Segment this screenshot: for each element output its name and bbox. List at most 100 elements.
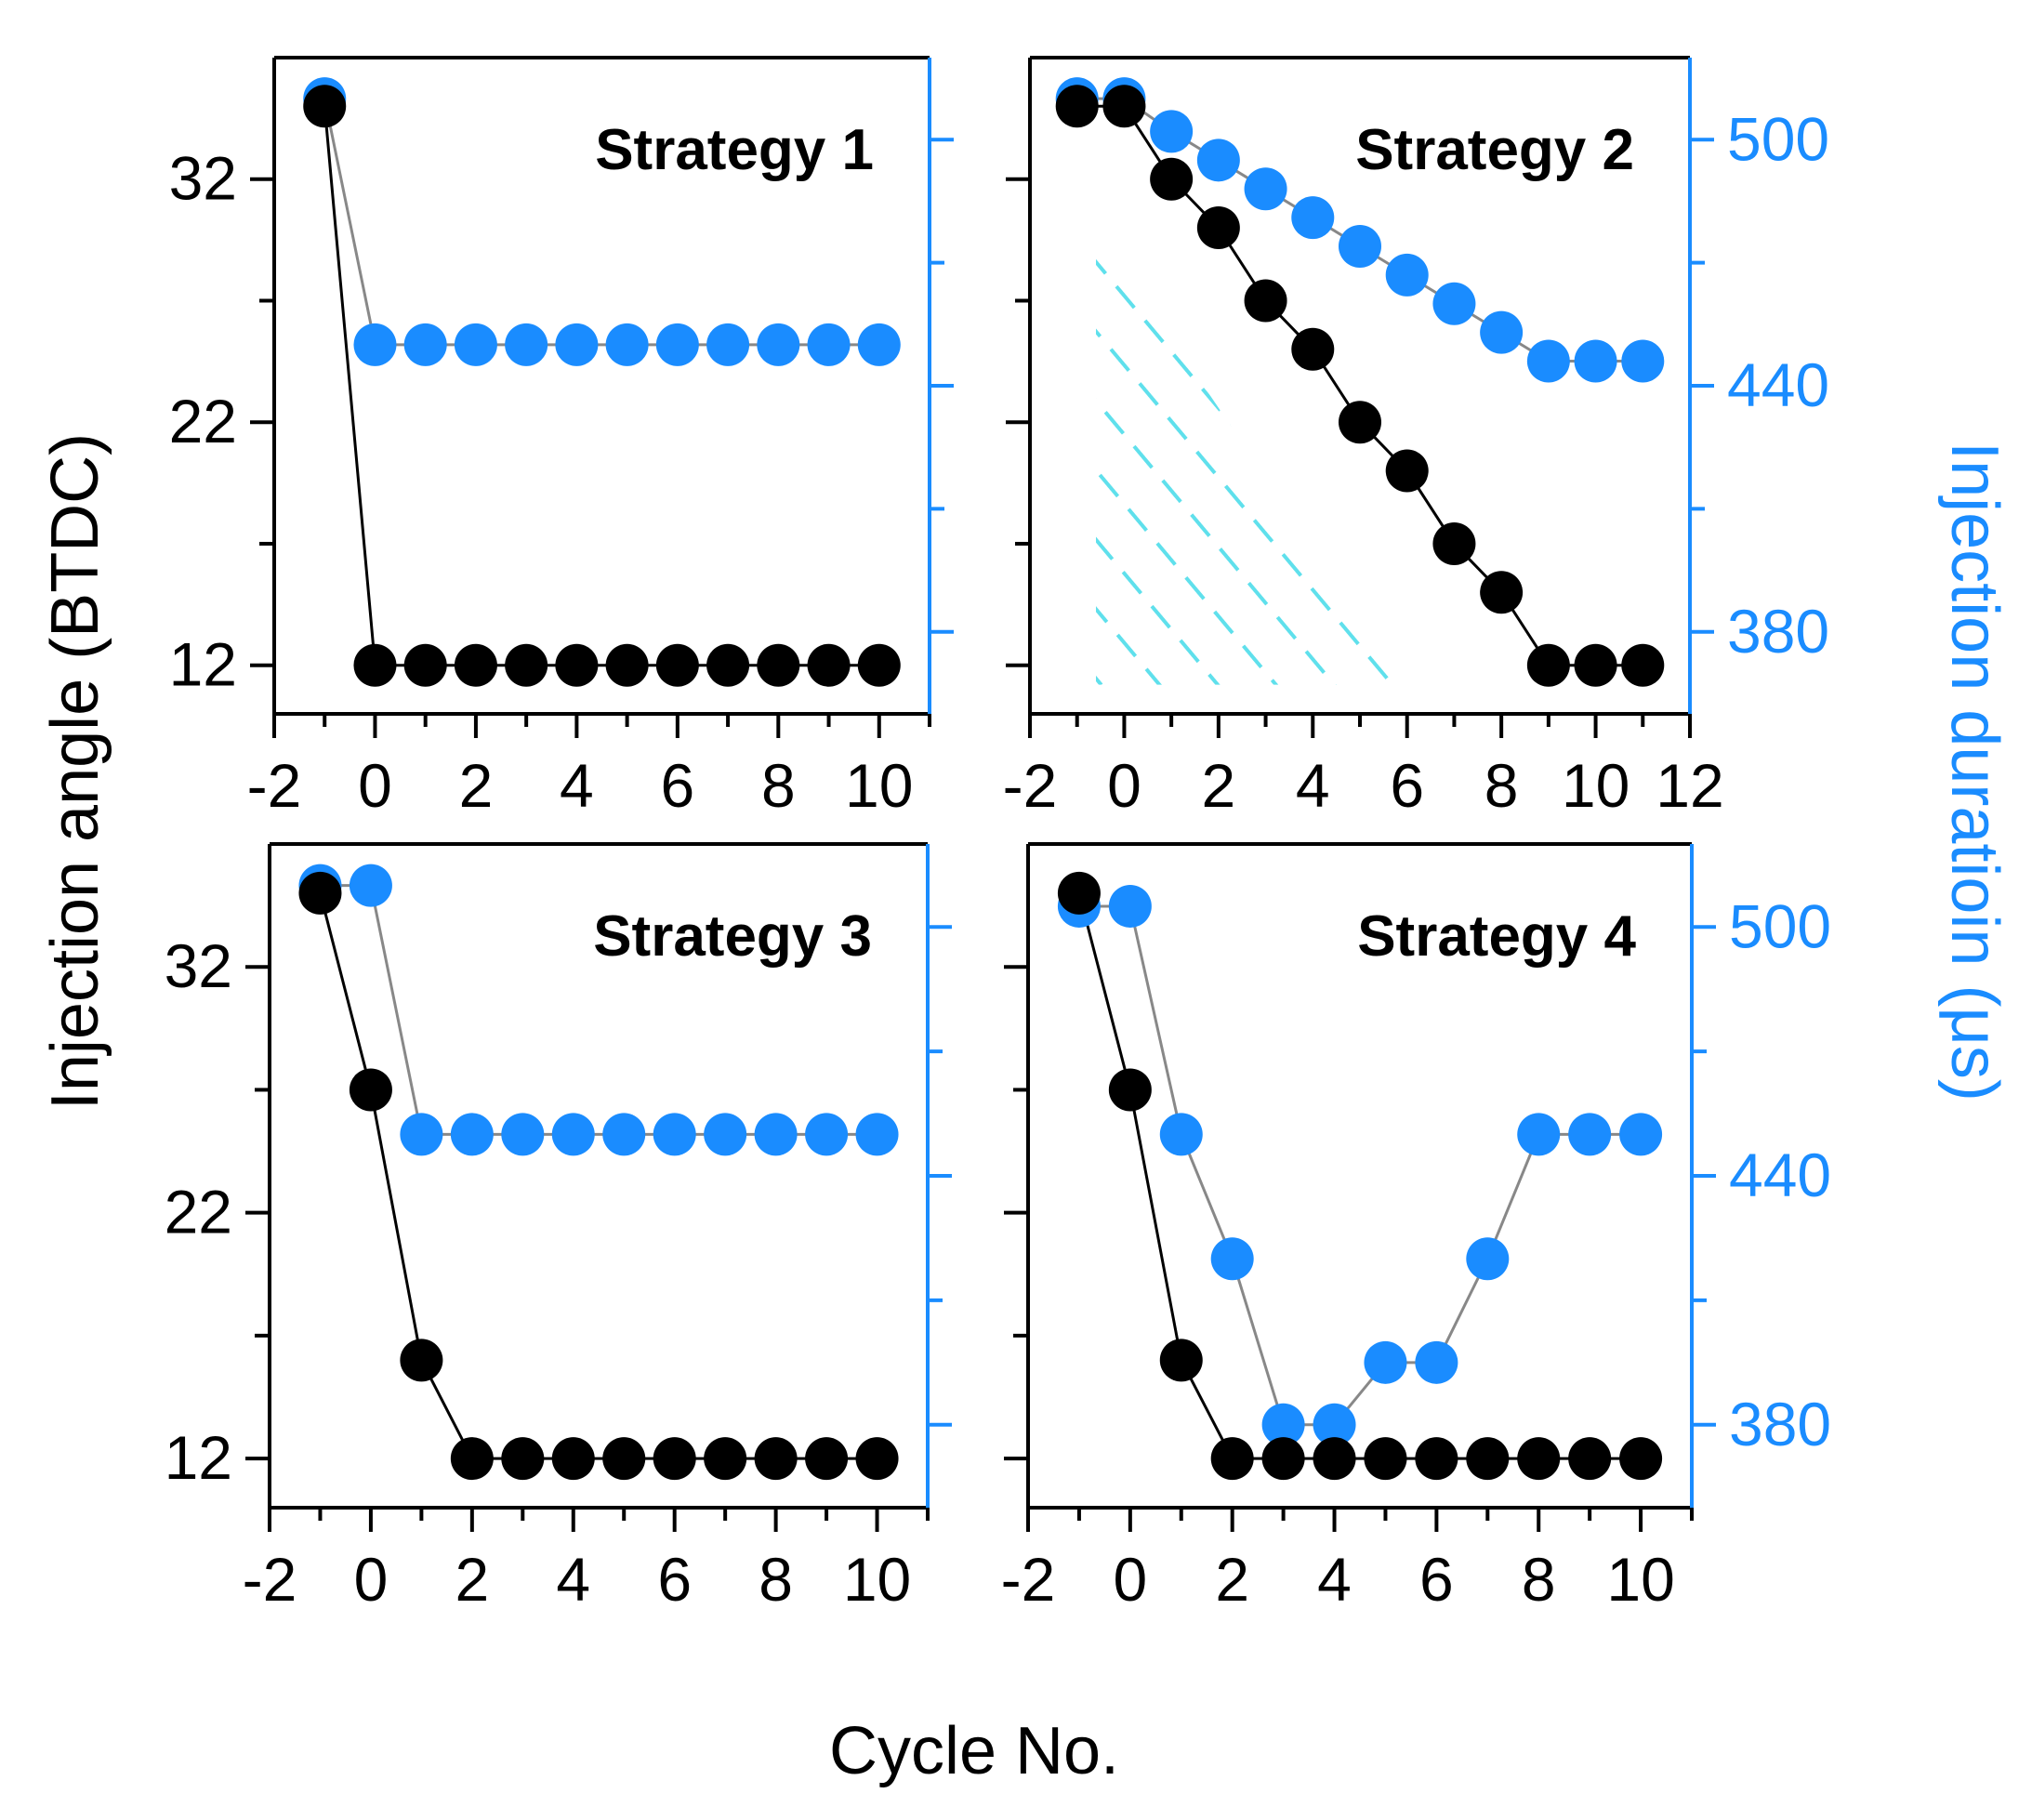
- duration-point: [400, 1113, 443, 1156]
- duration-point: [1619, 1113, 1663, 1156]
- series-line-angle: [1077, 892, 1642, 1460]
- angle-point: [1150, 157, 1194, 201]
- x-tick-label: 4: [556, 1545, 590, 1614]
- x-tick-label: 6: [657, 1545, 692, 1614]
- x-tick-label: 2: [1215, 1545, 1249, 1614]
- angle-point: [754, 1437, 798, 1481]
- duration-point: [1108, 884, 1152, 928]
- angle-point: [1159, 1339, 1203, 1382]
- duration-point: [501, 1113, 545, 1156]
- angle-point: [1261, 1437, 1305, 1481]
- x-tick-label: 0: [1113, 1545, 1147, 1614]
- duration-point: [555, 323, 599, 366]
- y-right-tick-label: 500: [1727, 104, 1829, 173]
- x-tick-label: 10: [845, 751, 913, 820]
- angle-point: [1480, 571, 1524, 614]
- panel-strategy-2: -2 0 2 4 6 8 10 12 380 440 500 Strategy 2: [1003, 56, 1829, 820]
- duration-point: [1339, 224, 1381, 268]
- duration-point: [655, 323, 699, 366]
- y-left-axis-label: Injection angle (BTDC): [38, 433, 112, 1110]
- panel-strategy-4: -2 0 2 4 6 8 10 380 440 500 Strategy 4: [1001, 842, 1831, 1614]
- x-tick-label: 8: [759, 1545, 793, 1614]
- angle-point: [1432, 521, 1476, 565]
- x-tick-label: 4: [560, 751, 594, 820]
- x-tick-label: -2: [247, 751, 302, 820]
- angle-point: [1291, 327, 1335, 371]
- y-right-tick-label: 500: [1729, 891, 1831, 960]
- series-line-angle: [319, 892, 877, 1460]
- duration-point: [1415, 1340, 1458, 1384]
- angle-point: [551, 1437, 595, 1481]
- duration-point: [505, 323, 548, 366]
- angle-point: [1055, 85, 1099, 128]
- duration-point: [1432, 282, 1476, 325]
- panel-title: Strategy 2: [1355, 118, 1634, 182]
- duration-point: [653, 1113, 696, 1156]
- duration-point: [349, 864, 392, 907]
- x-tick-label: 0: [358, 751, 392, 820]
- angle-point: [353, 643, 397, 687]
- x-tick-label: 8: [1484, 751, 1519, 820]
- duration-point: [855, 1113, 899, 1156]
- x-tick-label: 12: [1656, 751, 1723, 820]
- duration-point: [1159, 1113, 1203, 1156]
- y-right-tick-label: 440: [1729, 1141, 1831, 1209]
- y-left-tick-label: 22: [169, 387, 237, 455]
- angle-point: [1415, 1437, 1458, 1481]
- angle-point: [706, 643, 750, 687]
- x-tick-label: 0: [1107, 751, 1141, 820]
- duration-point: [1150, 110, 1194, 153]
- y-right-axis-label: Injection duratioin (μs): [1937, 442, 2012, 1101]
- angle-point: [1621, 643, 1665, 687]
- angle-point: [605, 643, 649, 687]
- x-tick-label: 4: [1317, 1545, 1352, 1614]
- duration-point: [1196, 138, 1240, 182]
- duration-point: [1526, 339, 1570, 383]
- duration-point: [450, 1113, 494, 1156]
- y-right-tick-label: 380: [1727, 597, 1829, 666]
- series-line-angle: [323, 106, 879, 667]
- duration-point: [704, 1113, 747, 1156]
- angle-point: [602, 1437, 646, 1481]
- angle-point: [501, 1437, 545, 1481]
- y-right-tick-label: 380: [1729, 1390, 1831, 1458]
- duration-point: [1291, 196, 1335, 240]
- x-tick-label: 6: [660, 751, 694, 820]
- duration-point: [757, 323, 800, 366]
- x-tick-label: 10: [1606, 1545, 1674, 1614]
- duration-point: [605, 323, 649, 366]
- x-tick-label: 6: [1419, 1545, 1454, 1614]
- duration-point: [1568, 1113, 1612, 1156]
- duration-point: [1313, 1403, 1356, 1446]
- angle-point: [1057, 871, 1101, 915]
- panel-title: Strategy 3: [593, 904, 872, 969]
- x-axis-label: Cycle No.: [829, 1714, 1119, 1788]
- panel-strategy-1: -2 0 2 4 6 8 10 12 22 32 Strategy 1: [169, 56, 954, 820]
- angle-point: [1196, 206, 1240, 250]
- angle-point: [805, 1437, 849, 1481]
- duration-point: [1261, 1403, 1305, 1446]
- angle-point: [1339, 401, 1381, 444]
- angle-point: [1466, 1437, 1510, 1481]
- angle-point: [1244, 279, 1287, 323]
- angle-point: [653, 1437, 696, 1481]
- panel-strategy-3: -2 0 2 4 6 8 10 12 22 32 Strategy 3: [165, 842, 952, 1614]
- angle-point: [807, 643, 851, 687]
- angle-point: [1517, 1437, 1561, 1481]
- angle-point: [855, 1437, 899, 1481]
- angle-point: [403, 643, 447, 687]
- duration-point: [1385, 253, 1429, 297]
- x-tick-label: 2: [455, 1545, 489, 1614]
- angle-point: [1568, 1437, 1612, 1481]
- y-right-tick-label: 440: [1727, 350, 1829, 419]
- angle-point: [349, 1068, 392, 1112]
- angle-point: [655, 643, 699, 687]
- duration-point: [857, 323, 901, 366]
- angle-point: [1210, 1437, 1254, 1481]
- duration-point: [1574, 339, 1617, 383]
- angle-point: [505, 643, 548, 687]
- duration-point: [1621, 339, 1665, 383]
- duration-point: [403, 323, 447, 366]
- x-tick-label: 6: [1390, 751, 1424, 820]
